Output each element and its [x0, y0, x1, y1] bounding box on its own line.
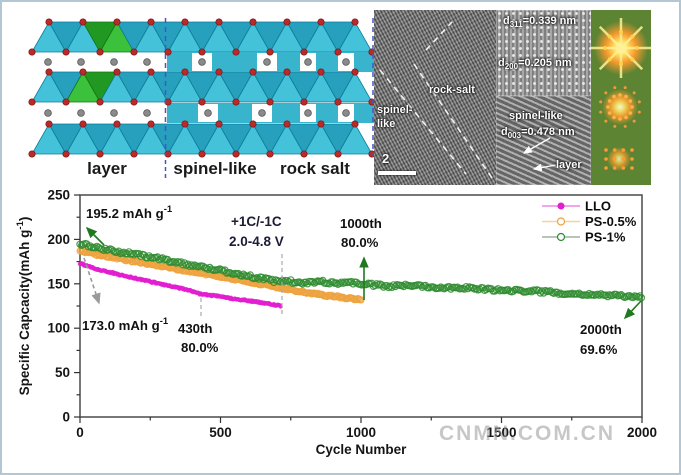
- x-tick-label: 1000: [346, 425, 376, 440]
- x-tick-label: 1500: [486, 425, 516, 440]
- legend-label-LLO: LLO: [585, 199, 611, 214]
- y-tick-label: 50: [55, 365, 70, 380]
- structure-label-spinel-like: spinel-like: [173, 159, 256, 178]
- legend-label-PS-1%: PS-1%: [585, 230, 626, 245]
- annotation-rate-note: +1C/-1C: [231, 214, 282, 229]
- tem-annotation-lines: [379, 21, 557, 179]
- fft-patterns: [591, 18, 651, 171]
- tem-label-d311: d311=0.339 nm: [503, 15, 577, 30]
- tem-inset-label-spinel-like: spinel-like: [509, 110, 563, 122]
- structure-label-rock-salt: rock salt: [280, 159, 350, 178]
- tem-label-d200: d200=0.205 nm: [498, 57, 572, 72]
- annotation-mid-retention: 80.0%: [341, 235, 379, 250]
- y-tick-label: 150: [47, 276, 70, 291]
- series-PS-1%: [76, 240, 646, 302]
- tick-labels: 0 500 1000 1500 2000 0 50 100 150 200 250: [47, 188, 657, 441]
- tem-label-d003: d003=0.478 nm: [501, 126, 575, 141]
- annotation-arrow: [623, 300, 642, 320]
- legend-label-PS-0.5%: PS-0.5%: [585, 214, 637, 229]
- annotation-initial-capacity-ps1: 195.2 mAh g-1: [86, 204, 173, 221]
- x-axis-title: Cycle Number: [316, 442, 408, 457]
- tem-label-spinel-like-line2: like: [377, 118, 396, 130]
- tem-inset-label-layer: layer: [556, 159, 582, 171]
- structure-label-layer: layer: [87, 159, 127, 178]
- y-axis-title: Specific Capcacity(mAh g-1): [15, 217, 32, 396]
- watermark: CNMN.COM.CN: [439, 422, 615, 445]
- y-tick-label: 250: [47, 188, 70, 203]
- tem-label-spinel-like-line1: spinel-: [377, 104, 413, 116]
- annotation-arrow: [85, 226, 105, 246]
- cycling-chart: 0 500 1000 1500 2000 0 50 100 150 200 250 Cycle Num…: [2, 182, 679, 473]
- annotation-voltage-note: 2.0-4.8 V: [229, 234, 284, 249]
- annotation-end-cycle: 2000th: [580, 322, 622, 337]
- y-tick-label: 200: [47, 232, 70, 247]
- tem-scalebar-label: 2: [382, 151, 390, 166]
- cycling-chart-svg: 0 500 1000 1500 2000 0 50 100 150 200 250 Cycle Num…: [15, 188, 657, 458]
- series-LLO: [77, 261, 283, 309]
- annotation-initial-capacity-llo: 173.0 mAh g-1: [82, 316, 169, 333]
- x-tick-label: 500: [209, 425, 232, 440]
- tem-inset-layer-spinel: [496, 96, 591, 185]
- fft-pattern-strip: [591, 10, 651, 185]
- y-tick-label: 0: [62, 410, 70, 425]
- x-tick-label: 2000: [627, 425, 657, 440]
- y-tick-label: 100: [47, 321, 70, 336]
- tem-label-rock-salt: rock-salt: [429, 84, 475, 96]
- annotation-end-retention: 69.6%: [580, 342, 618, 357]
- tem-image-panel: spinel- like rock-salt d311=0.339 nm d20…: [374, 10, 591, 185]
- annotation-llo-cycle: 430th: [178, 321, 212, 336]
- tem-scalebar: [378, 171, 416, 175]
- crystal-structure-panel: layer spinel-like rock salt: [28, 18, 376, 178]
- annotation-arrow: [83, 257, 101, 305]
- annotation-mid-cycle: 1000th: [340, 216, 382, 231]
- axis-ticks: [74, 194, 643, 423]
- annotation-llo-retention: 80.0%: [181, 340, 219, 355]
- tem-inset-rock-salt: [496, 10, 591, 96]
- x-tick-label: 0: [76, 425, 84, 440]
- crystal-structure-geometry: [28, 18, 376, 178]
